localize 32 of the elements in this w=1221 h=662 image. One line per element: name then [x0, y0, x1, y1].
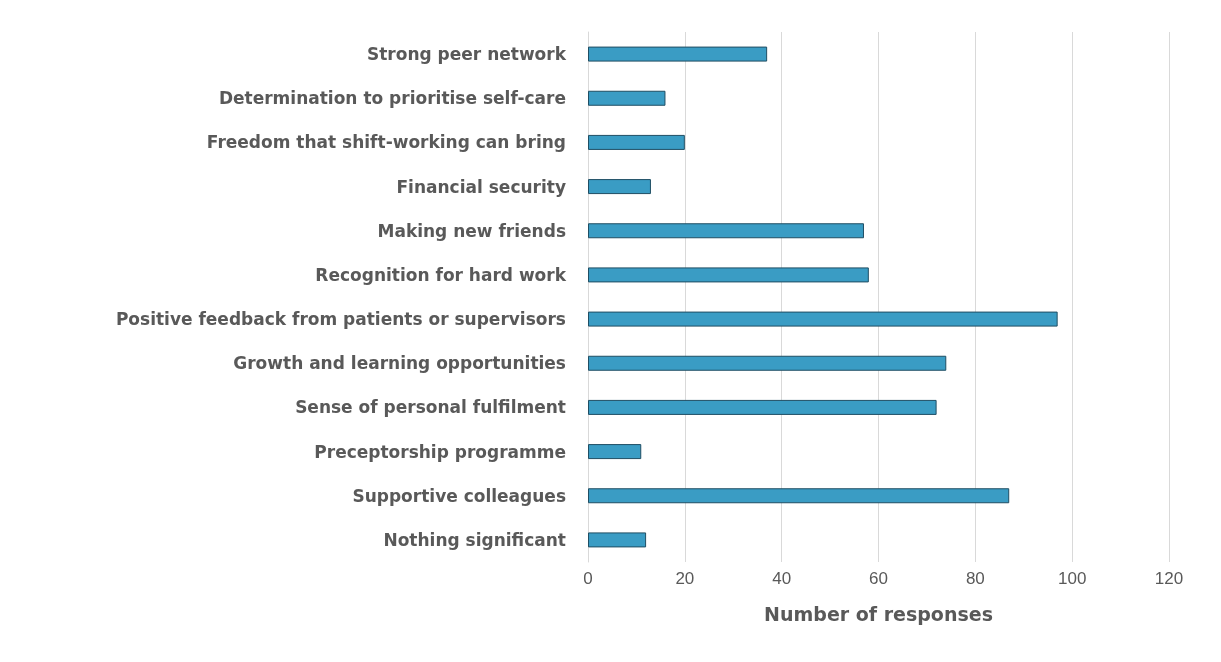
- x-tick-label: 60: [869, 569, 888, 588]
- bar: [588, 355, 947, 371]
- x-tick-label: 0: [583, 569, 593, 588]
- x-tick-label: 120: [1154, 569, 1184, 588]
- y-tick-label: Sense of personal fulfilment: [295, 397, 566, 418]
- y-tick-label: Freedom that shift-working can bring: [206, 132, 566, 153]
- bar: [588, 399, 937, 415]
- y-tick-label: Preceptorship programme: [314, 441, 566, 462]
- y-tick-label: Nothing significant: [383, 529, 566, 550]
- y-tick-label: Determination to prioritise self-care: [218, 88, 566, 109]
- bar: [588, 532, 647, 548]
- x-tick-label: 20: [675, 569, 695, 588]
- x-axis-title: Number of responses: [764, 602, 993, 625]
- bar: [588, 46, 768, 62]
- x-tick-label: 80: [965, 569, 985, 588]
- bar: [588, 311, 1058, 327]
- y-tick-label: Supportive colleagues: [352, 485, 566, 506]
- y-tick-label: Growth and learning opportunities: [233, 353, 566, 374]
- bar: [588, 267, 869, 283]
- bar: [588, 488, 1010, 504]
- x-tick-label: 40: [772, 569, 792, 588]
- y-tick-label: Strong peer network: [367, 44, 567, 65]
- bar: [588, 90, 666, 106]
- x-tick-label: 100: [1057, 569, 1087, 588]
- y-tick-label: Positive feedback from patients or supervisors: [115, 309, 566, 330]
- bar: [588, 444, 642, 460]
- bar: [588, 134, 685, 150]
- y-tick-label: Recognition for hard work: [315, 264, 567, 285]
- bar: [588, 179, 651, 195]
- bar: [588, 223, 864, 239]
- y-tick-label: Financial security: [396, 176, 566, 197]
- y-tick-label: Making new friends: [377, 220, 566, 241]
